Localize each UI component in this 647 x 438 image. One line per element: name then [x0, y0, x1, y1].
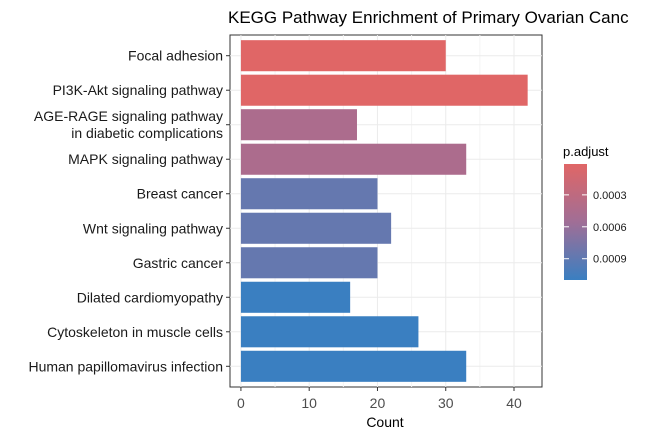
category-label: Gastric cancer — [133, 255, 224, 271]
x-tick-label: 10 — [301, 395, 317, 411]
category-label: Wnt signaling pathway — [83, 220, 223, 236]
x-tick-label: 30 — [438, 395, 454, 411]
bar — [240, 109, 357, 141]
legend-ticks: 0.0003 0.0006 0.0009 — [564, 190, 627, 266]
category-label-line: in diabetic complications — [71, 125, 223, 141]
x-tick-label: 20 — [370, 395, 386, 411]
legend-colorbar — [564, 164, 587, 280]
legend-title: p.adjust — [563, 144, 609, 159]
category-label-line: Dilated cardiomyopathy — [77, 289, 223, 305]
category-label: PI3K-Akt signaling pathway — [53, 82, 223, 98]
x-tick-label: 40 — [506, 395, 522, 411]
category-labels: Focal adhesion PI3K-Akt signaling pathway… — [28, 48, 230, 374]
x-axis-title: Count — [366, 414, 403, 430]
category-label: MAPK signaling pathway — [68, 151, 223, 167]
bar — [240, 281, 351, 313]
category-label: Human papillomavirus infection — [28, 358, 223, 374]
bar — [240, 143, 467, 175]
legend-tick-label: 0.0009 — [593, 254, 627, 266]
bars — [240, 40, 528, 382]
bar — [240, 40, 446, 72]
category-label: Dilated cardiomyopathy — [77, 289, 223, 305]
category-label-line: Human papillomavirus infection — [28, 358, 223, 374]
category-label: AGE-RAGE signaling pathway in diabetic co… — [34, 108, 223, 141]
chart-title: KEGG Pathway Enrichment of Primary Ovari… — [228, 8, 629, 27]
category-label-line: Breast cancer — [137, 186, 224, 202]
bar — [240, 350, 467, 382]
bar — [240, 74, 528, 106]
bar — [240, 212, 392, 244]
category-label-line: PI3K-Akt signaling pathway — [53, 82, 223, 98]
legend-tick-label: 0.0006 — [593, 222, 627, 234]
category-label: Focal adhesion — [128, 48, 223, 64]
category-label-line: Focal adhesion — [128, 48, 223, 64]
legend-tick-label: 0.0003 — [593, 190, 627, 202]
bar — [240, 178, 378, 210]
category-label-line: Cytoskeleton in muscle cells — [47, 324, 223, 340]
category-label-line: MAPK signaling pathway — [68, 151, 223, 167]
bar — [240, 247, 378, 279]
bar — [240, 316, 419, 348]
x-tick-label: 0 — [237, 395, 245, 411]
category-label-line: Gastric cancer — [133, 255, 224, 271]
category-label: Breast cancer — [137, 186, 224, 202]
category-label-line: Wnt signaling pathway — [83, 220, 223, 236]
category-label-line: AGE-RAGE signaling pathway — [34, 108, 223, 124]
category-label: Cytoskeleton in muscle cells — [47, 324, 223, 340]
x-axis-ticks: 0 10 20 30 40 — [237, 387, 522, 411]
